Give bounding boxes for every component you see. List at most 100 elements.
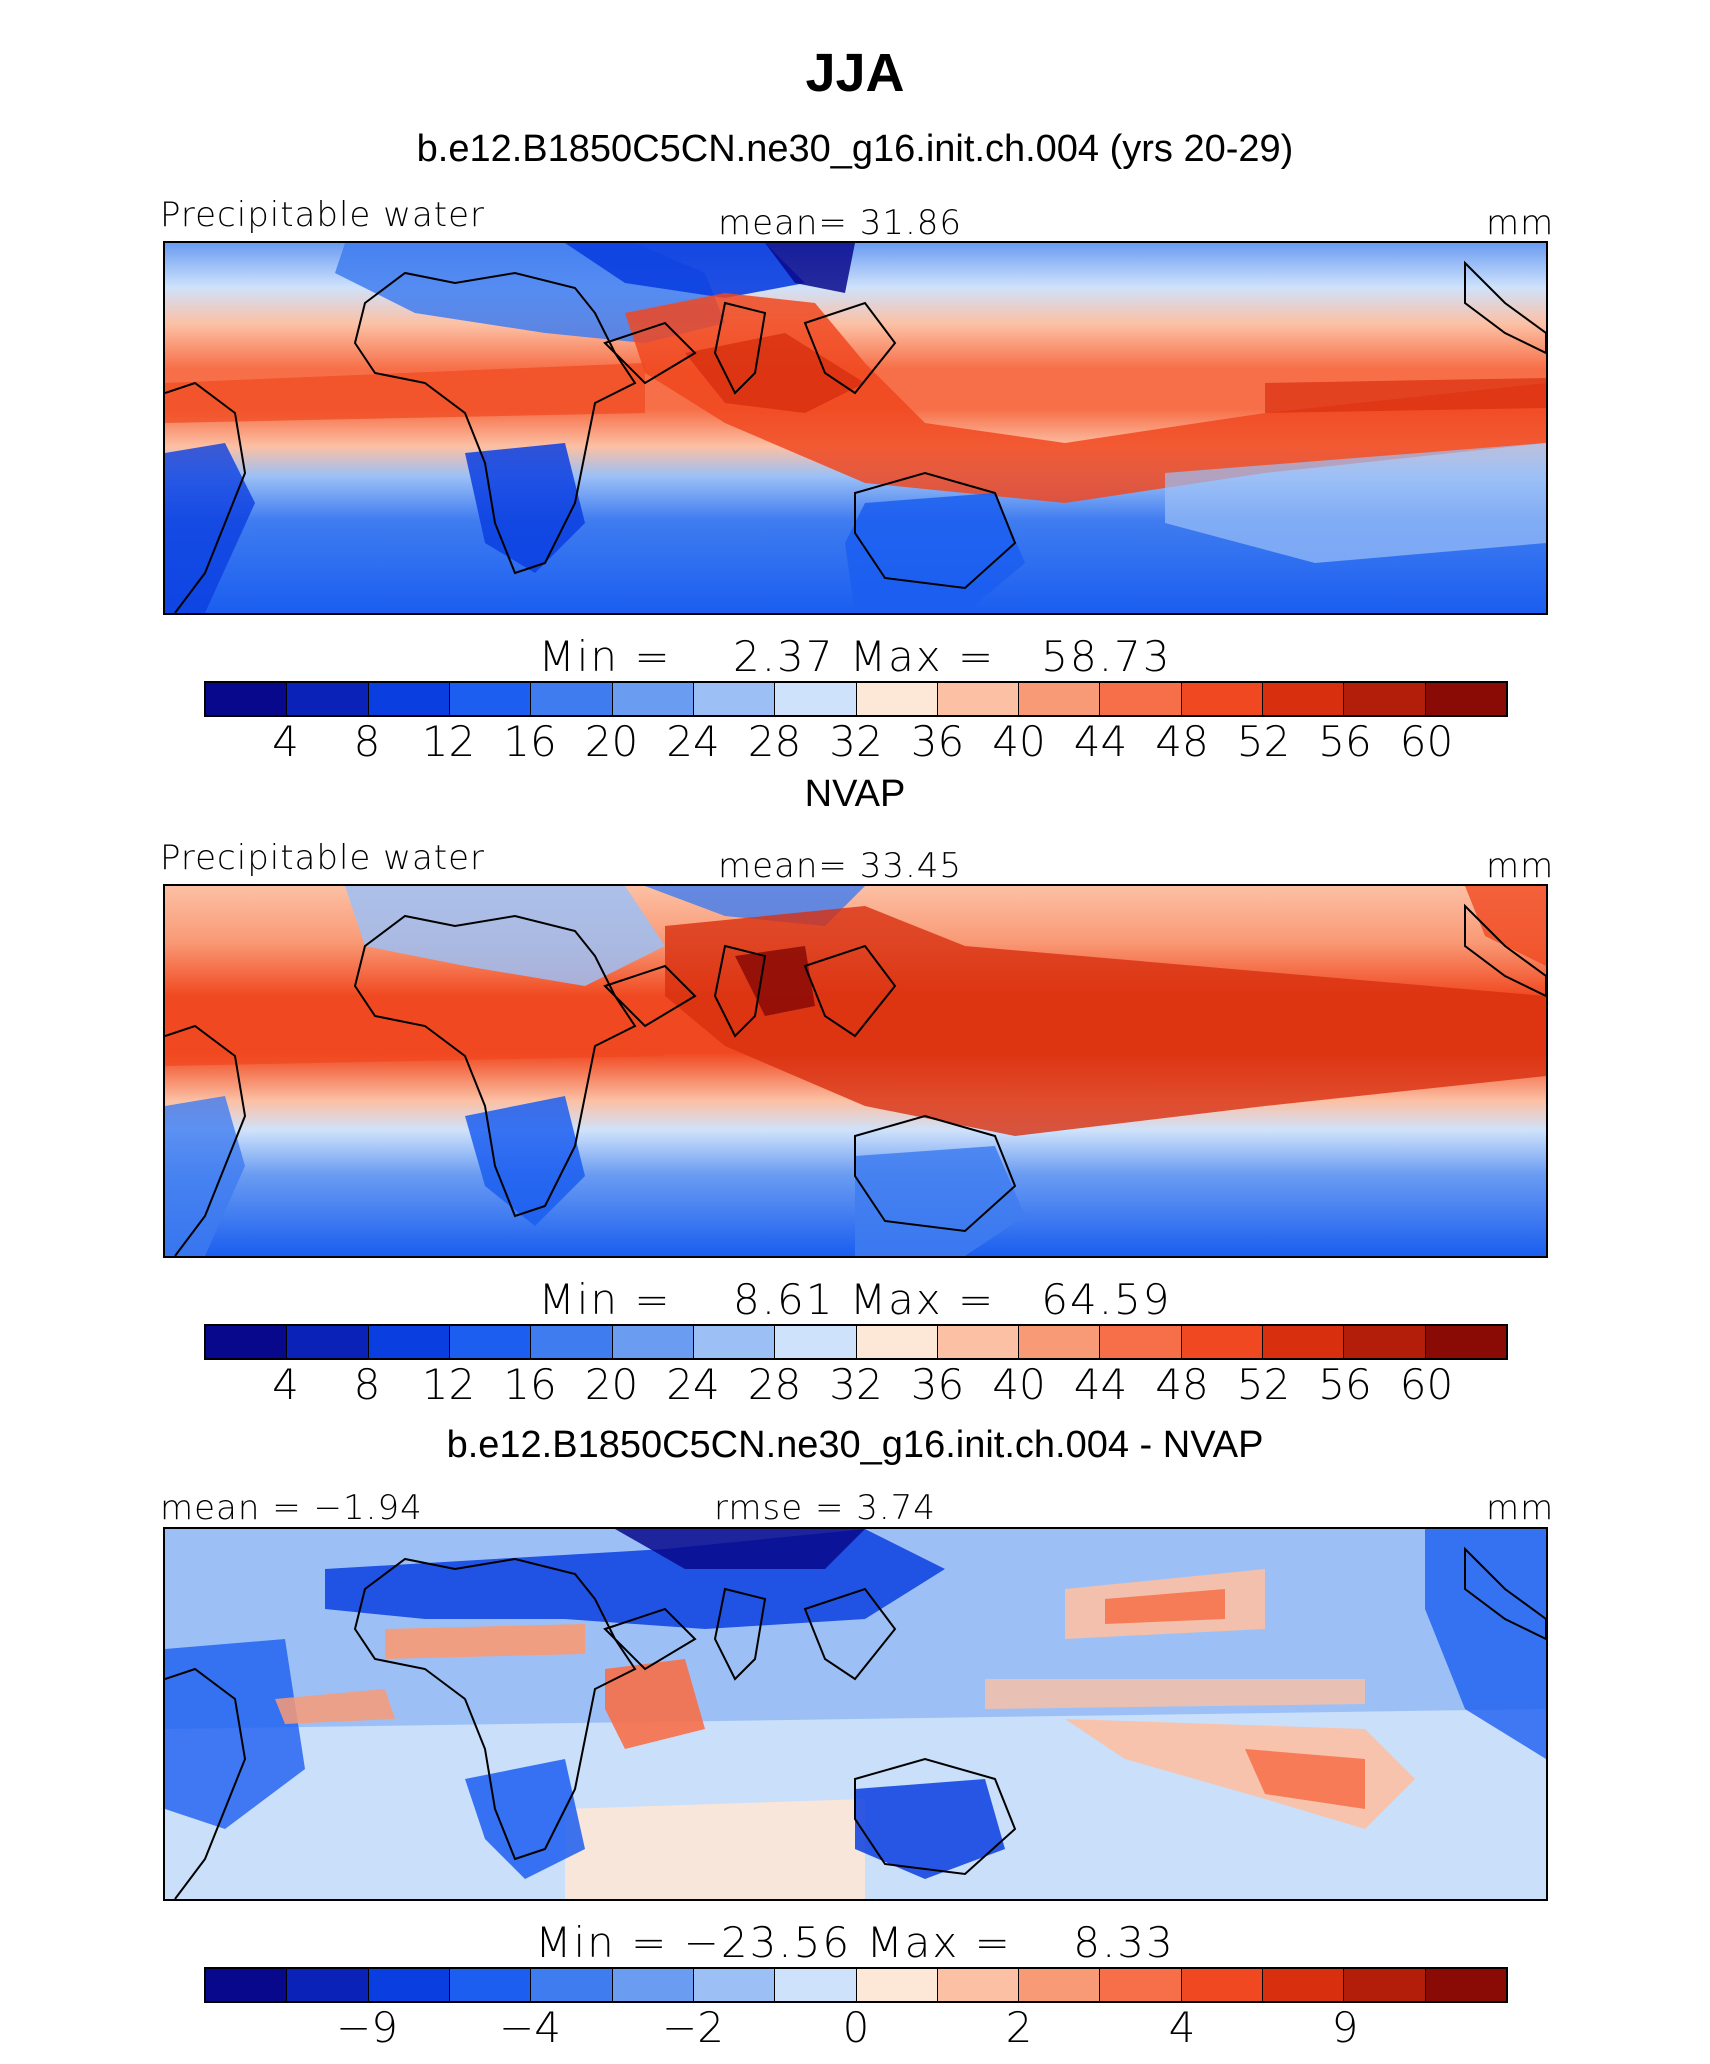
- panel2-colorbar-swatch-9: [856, 1326, 938, 1358]
- panel2-tick-label: 28: [747, 1360, 802, 1409]
- panel2-title: NVAP: [804, 773, 906, 815]
- panel3-colorbar-swatch-16: [1425, 1969, 1506, 2001]
- panel2-colorbar-swatch-3: [368, 1326, 450, 1358]
- panel3-colorbar-ticks: −9 −4 −2 0 2 4 9: [204, 2003, 1508, 2053]
- panel1-title: b.e12.B1850C5CN.ne30_g16.init.ch.004 (yr…: [416, 128, 1294, 170]
- panel2-colorbar-swatch-15: [1344, 1326, 1426, 1358]
- panel2-tick-label: 24: [666, 1360, 720, 1409]
- panel3-colorbar-swatch-6: [612, 1969, 694, 2001]
- panel3-colorbar-swatch-13: [1181, 1969, 1264, 2001]
- panel3-tick-label: −2: [662, 2003, 724, 2052]
- panel2-colorbar-swatch-1: [206, 1326, 288, 1358]
- panel1-colorbar-swatch-16: [1425, 683, 1506, 715]
- panel1-colorbar-swatch-6: [612, 683, 694, 715]
- panel3-colorbar-swatch-2: [287, 1969, 369, 2001]
- panel1-colorbar-swatch-11: [1019, 683, 1101, 715]
- panel2-mean-label: mean= 33.45: [718, 846, 963, 886]
- panel2-tick-label: 8: [353, 1360, 381, 1409]
- panel3-colorbar-swatch-7: [693, 1969, 776, 2001]
- panel1-colorbar-swatch-2: [287, 683, 369, 715]
- panel1-colorbar-swatch-9: [856, 683, 938, 715]
- panel3-map-canvas: [165, 1529, 1546, 1899]
- panel2-colorbar-swatch-11: [1019, 1326, 1101, 1358]
- panel2-tick-label: 16: [503, 1360, 557, 1409]
- panel1-colorbar-swatch-7: [693, 683, 776, 715]
- panel3-colorbar-swatch-9: [856, 1969, 938, 2001]
- panel3-colorbar: [204, 1967, 1508, 2003]
- panel3-tick-label: −9: [336, 2003, 398, 2052]
- panel1-colorbar-ticks: 4 8 12 16 20 24 28 32 36 40 44 48 52 56 60: [204, 717, 1508, 767]
- panel2-tick-label: 4: [272, 1360, 299, 1409]
- panel1-tick-label: 4: [272, 717, 299, 766]
- panel3-colorbar-swatch-5: [531, 1969, 613, 2001]
- panel2-map-canvas: [165, 886, 1546, 1256]
- panel2-colorbar-swatch-14: [1263, 1326, 1345, 1358]
- panel1-colorbar: [204, 681, 1508, 717]
- panel1-colorbar-swatch-8: [775, 683, 857, 715]
- panel1-units-label: mm: [1486, 203, 1555, 243]
- panel3-rmse-label: rmse = 3.74: [714, 1488, 936, 1528]
- panel1-map-canvas: [165, 243, 1546, 613]
- panel1-colorbar-swatch-5: [531, 683, 613, 715]
- panel2-tick-label: 48: [1155, 1360, 1209, 1409]
- panel2-map: [163, 884, 1548, 1258]
- panel1-tick-label: 24: [666, 717, 720, 766]
- panel2-tick-label: 36: [910, 1360, 965, 1409]
- panel2-colorbar-swatch-4: [449, 1326, 532, 1358]
- panel3-units-label: mm: [1486, 1488, 1555, 1528]
- panel2-tick-label: 52: [1236, 1360, 1291, 1409]
- panel1-colorbar-swatch-14: [1263, 683, 1345, 715]
- panel2-colorbar-swatch-2: [287, 1326, 369, 1358]
- panel1-colorbar-swatch-10: [937, 683, 1020, 715]
- panel2-colorbar-swatch-12: [1100, 1326, 1182, 1358]
- panel3-title: b.e12.B1850C5CN.ne30_g16.init.ch.004 - N…: [446, 1424, 1264, 1466]
- panel1-tick-label: 48: [1155, 717, 1209, 766]
- panel3-tick-label: 2: [1005, 2003, 1033, 2052]
- panel1-tick-label: 32: [829, 717, 883, 766]
- panel3-tick-label: 9: [1331, 2003, 1359, 2052]
- panel3-tick-label: 4: [1168, 2003, 1196, 2052]
- panel1-colorbar-swatch-15: [1344, 683, 1426, 715]
- panel3-colorbar-swatch-3: [368, 1969, 450, 2001]
- panel1-tick-label: 8: [353, 717, 381, 766]
- panel2-colorbar-swatch-10: [937, 1326, 1020, 1358]
- panel1-colorbar-swatch-3: [368, 683, 450, 715]
- panel1-tick-label: 12: [421, 717, 476, 766]
- panel2-variable-label: Precipitable water: [160, 838, 486, 878]
- panel2-units-label: mm: [1486, 846, 1555, 886]
- panel2-colorbar: [204, 1324, 1508, 1360]
- panel1-tick-label: 36: [910, 717, 965, 766]
- panel1-colorbar-swatch-12: [1100, 683, 1182, 715]
- panel3-colorbar-swatch-12: [1100, 1969, 1182, 2001]
- panel3-tick-label: −4: [499, 2003, 561, 2052]
- panel1-colorbar-swatch-4: [449, 683, 532, 715]
- panel3-colorbar-swatch-15: [1344, 1969, 1426, 2001]
- panel3-colorbar-swatch-10: [937, 1969, 1020, 2001]
- panel2-minmax: Min = 8.61 Max = 64.59: [538, 1275, 1172, 1324]
- panel2-tick-label: 44: [1073, 1360, 1128, 1409]
- panel2-tick-label: 56: [1318, 1360, 1372, 1409]
- panel1-tick-label: 40: [992, 717, 1046, 766]
- panel2-tick-label: 20: [584, 1360, 639, 1409]
- panel1-tick-label: 60: [1399, 717, 1454, 766]
- panel1-tick-label: 20: [584, 717, 639, 766]
- panel1-variable-label: Precipitable water: [160, 195, 486, 235]
- panel2-colorbar-swatch-8: [775, 1326, 857, 1358]
- panel1-tick-label: 28: [747, 717, 802, 766]
- panel2-tick-label: 40: [992, 1360, 1046, 1409]
- panel2-colorbar-swatch-13: [1181, 1326, 1264, 1358]
- panel1-tick-label: 56: [1318, 717, 1372, 766]
- panel2-tick-label: 32: [829, 1360, 883, 1409]
- panel1-minmax: Min = 2.37 Max = 58.73: [538, 632, 1172, 681]
- panel1-map: [163, 241, 1548, 615]
- panel1-colorbar-swatch-13: [1181, 683, 1264, 715]
- page-title: JJA: [805, 43, 905, 103]
- panel3-colorbar-swatch-4: [449, 1969, 532, 2001]
- panel2-colorbar-swatch-7: [693, 1326, 776, 1358]
- panel3-colorbar-swatch-1: [206, 1969, 288, 2001]
- panel1-colorbar-swatch-1: [206, 683, 288, 715]
- panel1-mean-label: mean= 31.86: [718, 203, 963, 243]
- panel3-colorbar-swatch-11: [1019, 1969, 1101, 2001]
- panel1-tick-label: 52: [1236, 717, 1291, 766]
- panel3-minmax: Min = −23.56 Max = 8.33: [535, 1918, 1175, 1967]
